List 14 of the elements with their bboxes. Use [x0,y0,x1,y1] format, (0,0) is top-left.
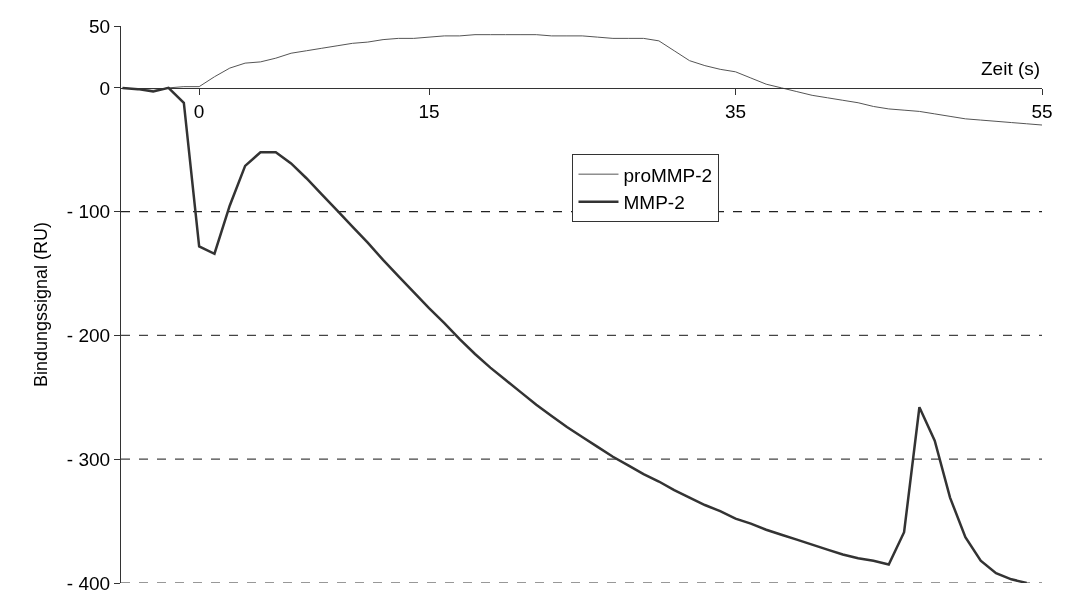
x-axis-title: Zeit (s) [981,58,1041,79]
y-tick-label: 50 [88,15,111,37]
y-tick-label: - 100 [66,201,111,223]
y-tick-label: - 400 [66,572,111,594]
x-tick-label: 0 [193,100,205,122]
x-tick-label: 15 [418,100,440,122]
y-tick-label: - 300 [66,448,111,470]
y-axis-title: Bindungssignal (RU) [30,221,51,388]
y-tick-label: - 200 [66,325,111,347]
legend-label: proMMP-2 [623,164,713,186]
legend-label: MMP-2 [623,192,685,214]
x-tick-label: 55 [1031,100,1053,122]
x-tick-label: 35 [724,100,747,122]
y-tick-label: 0 [99,77,111,99]
